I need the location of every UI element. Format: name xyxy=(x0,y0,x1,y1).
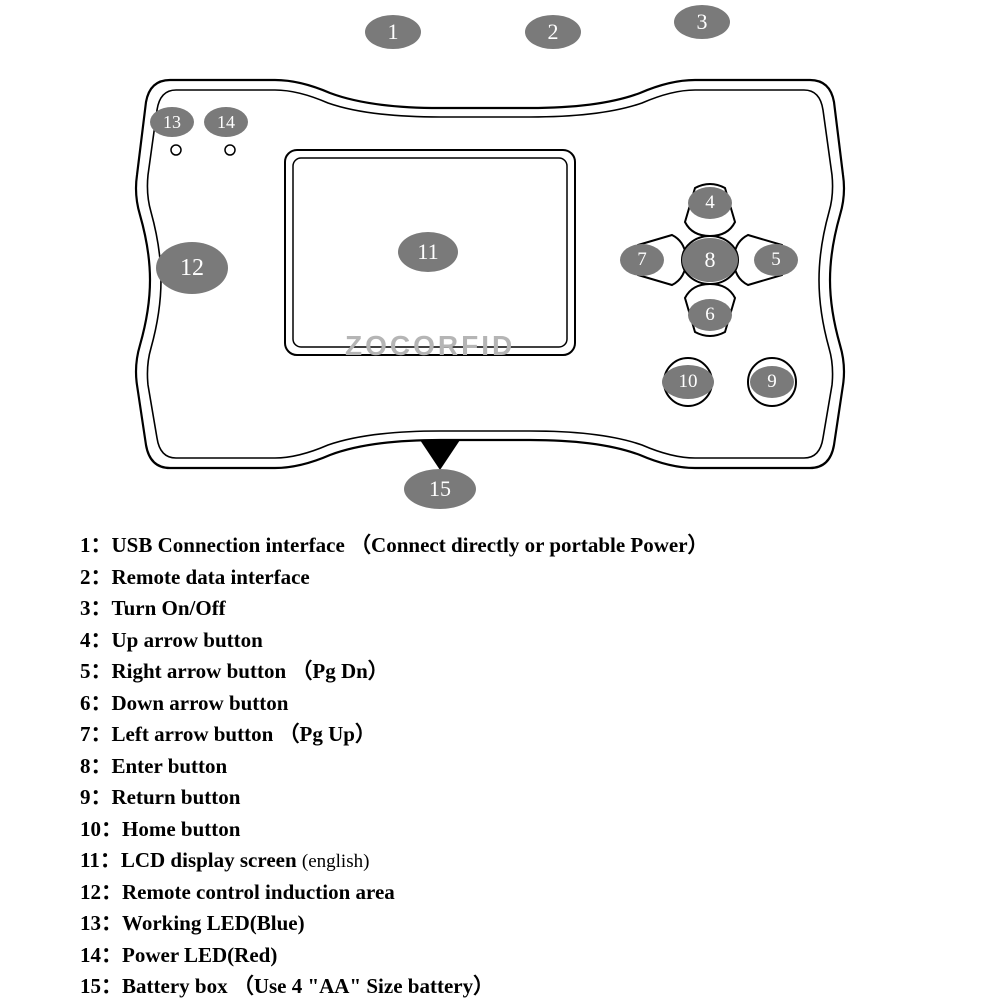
legend-row: 10：Home button xyxy=(80,814,980,846)
legend-row: 2：Remote data interface xyxy=(80,562,980,594)
legend-row: 7：Left arrow button （Pg Up） xyxy=(80,719,980,751)
device-diagram: ZOCORFID 1 2 3 4 5 6 7 8 9 10 11 12 13 1… xyxy=(0,0,1000,520)
watermark-text: ZOCORFID xyxy=(345,330,515,362)
legend-list: 1：USB Connection interface （Connect dire… xyxy=(80,530,980,1003)
legend-row: 1：USB Connection interface （Connect dire… xyxy=(80,530,980,562)
legend-row: 9：Return button xyxy=(80,782,980,814)
callout-8: 8 xyxy=(682,238,738,282)
legend-row: 4：Up arrow button xyxy=(80,625,980,657)
callout-2: 2 xyxy=(525,15,581,49)
legend-row: 13：Working LED(Blue) xyxy=(80,908,980,940)
legend-row: 6：Down arrow button xyxy=(80,688,980,720)
callout-11: 11 xyxy=(398,232,458,272)
callout-7: 7 xyxy=(620,244,664,276)
callout-4: 4 xyxy=(688,187,732,219)
callout-14: 14 xyxy=(204,107,248,137)
callout-6: 6 xyxy=(688,299,732,331)
legend-row: 11：LCD display screen (english) xyxy=(80,845,980,877)
legend-row: 8：Enter button xyxy=(80,751,980,783)
callout-1: 1 xyxy=(365,15,421,49)
legend-row: 3：Turn On/Off xyxy=(80,593,980,625)
callout-5: 5 xyxy=(754,244,798,276)
legend-row: 5：Right arrow button （Pg Dn） xyxy=(80,656,980,688)
callout-9: 9 xyxy=(750,366,794,398)
callout-15: 15 xyxy=(404,469,476,509)
callout-3: 3 xyxy=(674,5,730,39)
callout-10: 10 xyxy=(662,365,714,399)
callout-13: 13 xyxy=(150,107,194,137)
callout-12: 12 xyxy=(156,242,228,294)
legend-row: 14：Power LED(Red) xyxy=(80,940,980,972)
legend-row: 15：Battery box （Use 4 "AA" Size battery） xyxy=(80,971,980,1003)
legend-row: 12：Remote control induction area xyxy=(80,877,980,909)
